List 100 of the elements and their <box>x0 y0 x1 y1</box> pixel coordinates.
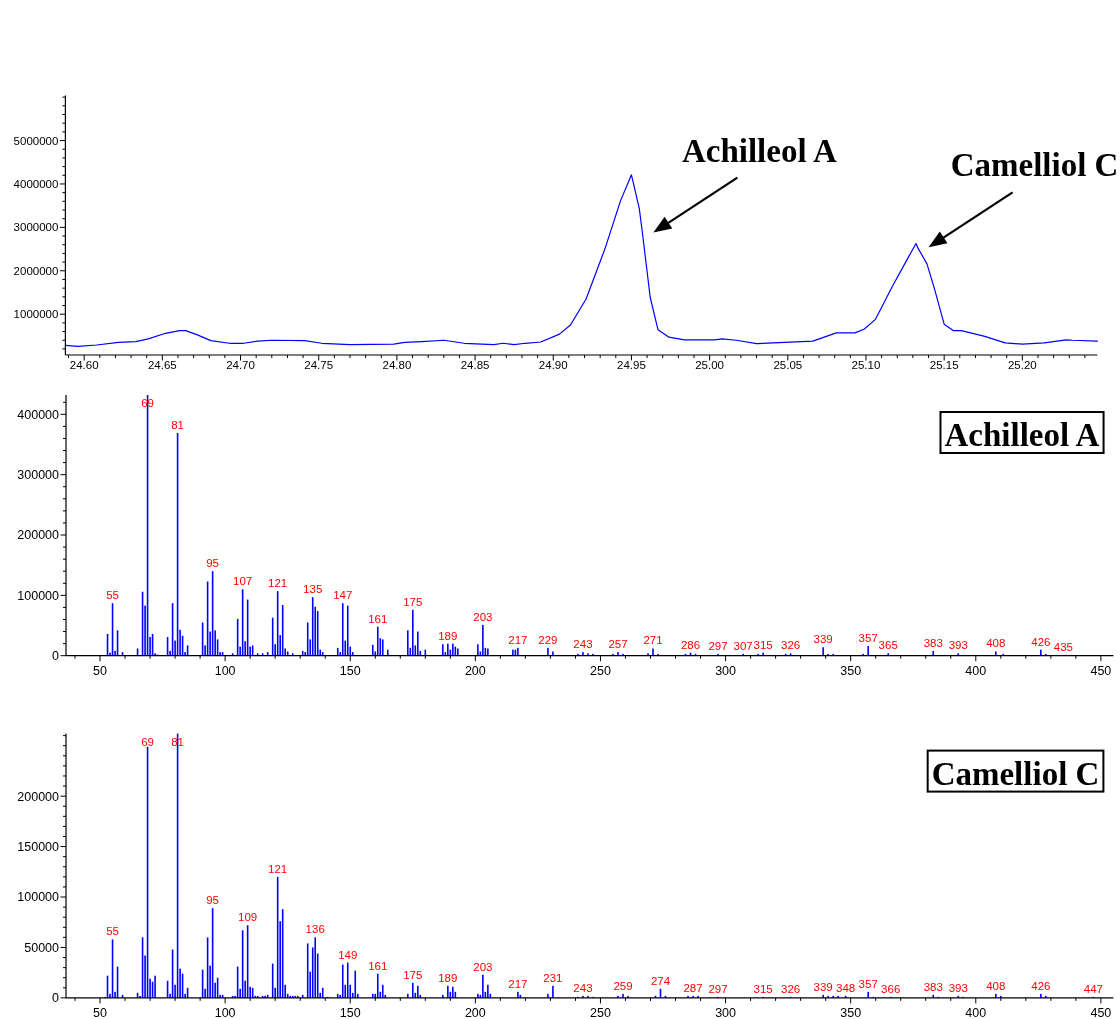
annotation: 161 <box>368 612 388 625</box>
x-tick-label: 24.85 <box>460 359 490 371</box>
x-tick-label: 400 <box>965 1006 987 1019</box>
annotation: 366 <box>881 982 901 995</box>
y-tick-label: 5000000 <box>13 134 59 147</box>
x-tick-label: 24.90 <box>538 359 568 371</box>
annotation: 326 <box>781 982 801 995</box>
annotation: 408 <box>986 979 1006 992</box>
annotation: 408 <box>986 637 1006 650</box>
y-tick-label: 300000 <box>17 468 60 483</box>
x-tick-label: 100 <box>214 1006 236 1019</box>
x-tick-label: 25.15 <box>929 359 959 371</box>
x-tick-label: 24.95 <box>617 359 646 371</box>
x-tick-label: 450 <box>1090 1006 1112 1019</box>
y-tick-label: 0 <box>52 649 60 664</box>
annotation: 175 <box>403 595 423 608</box>
x-tick-label: 250 <box>590 1006 611 1019</box>
x-tick-label: 24.65 <box>147 359 177 371</box>
x-tick-label: 50 <box>93 664 108 679</box>
annotation: Achilleol A <box>681 132 837 169</box>
y-tick-label: 200000 <box>17 528 60 543</box>
annotation: 287 <box>683 981 703 994</box>
annotation: 231 <box>543 971 563 984</box>
y-tick-label: 150000 <box>17 839 60 854</box>
x-tick-label: 24.70 <box>226 359 255 371</box>
annotation: 81 <box>171 419 184 432</box>
x-tick-label: 400 <box>965 664 987 679</box>
annotation: 121 <box>268 577 288 590</box>
x-tick-label: 24.75 <box>304 359 334 371</box>
x-tick-label: 25.10 <box>851 359 881 371</box>
x-tick-label: 450 <box>1090 664 1112 679</box>
annotation: 175 <box>403 968 423 981</box>
annotation: 393 <box>948 981 968 994</box>
annotation: 109 <box>238 911 258 924</box>
x-tick-label: 300 <box>715 664 737 679</box>
y-tick-label: 400000 <box>17 407 60 422</box>
annotation: 55 <box>106 925 119 938</box>
x-tick-label: 300 <box>715 1006 737 1019</box>
x-tick-label: 200 <box>464 1006 486 1019</box>
x-tick-label: 25.00 <box>695 359 725 371</box>
annotation: 229 <box>538 633 558 646</box>
annotation: 426 <box>1031 635 1051 648</box>
annotation: 121 <box>268 862 288 875</box>
annotation: 95 <box>206 557 220 570</box>
x-tick-label: 24.60 <box>69 359 99 371</box>
y-tick-label: 3000000 <box>13 221 59 234</box>
annotation: 339 <box>813 633 833 646</box>
annotation: 297 <box>708 982 728 995</box>
annotation: 147 <box>333 589 353 602</box>
annotation: 348 <box>836 981 856 994</box>
x-tick-label: 50 <box>93 1006 108 1019</box>
x-tick-label: 350 <box>840 1006 862 1019</box>
annotation: 274 <box>650 974 671 987</box>
annotation: 243 <box>573 638 593 651</box>
annotation: Camelliol C <box>950 147 1119 184</box>
annotation: 217 <box>508 633 528 646</box>
annotation: 135 <box>303 583 323 596</box>
annotation: 307 <box>733 639 753 652</box>
annotation: 357 <box>858 977 878 990</box>
y-tick-label: 200000 <box>17 789 60 804</box>
x-tick-label: 200 <box>464 664 486 679</box>
y-tick-label: 100000 <box>17 890 60 905</box>
annotation: 95 <box>206 894 220 907</box>
annotation: 161 <box>368 959 388 972</box>
annotation: 271 <box>643 634 663 647</box>
annotation: 149 <box>338 948 358 961</box>
annotation: 315 <box>753 982 773 995</box>
annotation: 447 <box>1083 982 1103 995</box>
y-tick-label: 0 <box>52 991 60 1006</box>
x-tick-label: 150 <box>339 1006 361 1019</box>
x-tick-label: 150 <box>339 664 361 679</box>
annotation: 189 <box>438 629 458 642</box>
annotation: 383 <box>923 636 943 649</box>
annotation: 297 <box>708 639 728 652</box>
annotation: 426 <box>1031 979 1051 992</box>
annotation: 326 <box>781 639 801 652</box>
x-tick-label: 25.20 <box>1007 359 1037 371</box>
x-tick-label: 24.80 <box>382 359 412 371</box>
annotation: 259 <box>613 979 633 992</box>
annotation: 357 <box>858 632 878 645</box>
x-tick-label: 250 <box>590 664 611 679</box>
y-tick-label: 50000 <box>24 940 60 955</box>
y-tick-label: 1000000 <box>13 308 59 321</box>
annotation: 69 <box>141 735 154 748</box>
annotation: 257 <box>608 638 628 651</box>
text: Camelliol C <box>931 755 1100 792</box>
annotation: 393 <box>948 639 968 652</box>
annotation: 243 <box>573 981 593 994</box>
y-tick-label: 4000000 <box>13 177 59 190</box>
annotation: 383 <box>923 980 943 993</box>
annotation: 203 <box>473 960 493 973</box>
annotation: 189 <box>438 971 458 984</box>
annotation: 339 <box>813 980 833 993</box>
y-tick-label: 100000 <box>17 588 60 603</box>
annotation: 217 <box>508 977 528 990</box>
annotation: 136 <box>305 923 325 936</box>
text: Achilleol A <box>944 417 1100 453</box>
x-tick-label: 100 <box>214 664 236 679</box>
annotation: 435 <box>1053 641 1073 654</box>
y-tick-label: 2000000 <box>13 264 59 277</box>
